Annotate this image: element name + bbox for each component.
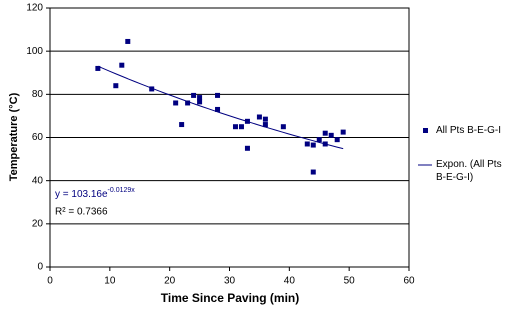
- point: [262, 116, 268, 122]
- x-tick-label: 30: [224, 276, 236, 287]
- point: [232, 124, 238, 130]
- point: [310, 142, 316, 148]
- point: [125, 38, 131, 44]
- x-tick-label: 0: [47, 276, 53, 287]
- y-tick-label: 60: [32, 132, 44, 143]
- point: [185, 100, 191, 106]
- point: [119, 62, 125, 68]
- y-tick-label: 120: [26, 3, 43, 14]
- legend-marker: [423, 128, 428, 133]
- r-squared: R² = 0.7366: [55, 207, 108, 218]
- point: [322, 130, 328, 136]
- point: [215, 92, 221, 98]
- point: [328, 132, 334, 138]
- point: [113, 83, 119, 89]
- point: [179, 122, 185, 128]
- point: [95, 65, 101, 71]
- x-axis-title: Time Since Paving (min): [161, 291, 299, 305]
- y-tick-label: 80: [32, 89, 44, 100]
- legend-series-label: All Pts B-E-G-I: [436, 125, 502, 136]
- point: [197, 99, 203, 105]
- trendline-equation: y = 103.16e-0.0129x: [55, 187, 135, 200]
- point: [310, 169, 316, 175]
- point: [280, 124, 286, 130]
- point: [304, 141, 310, 147]
- x-tick-label: 50: [344, 276, 356, 287]
- y-tick-label: 20: [32, 218, 44, 229]
- point: [244, 145, 250, 151]
- point: [262, 122, 268, 128]
- point: [215, 106, 221, 112]
- trendline: [97, 65, 344, 150]
- equation-exponent: -0.0129x: [108, 187, 136, 194]
- point: [149, 86, 155, 92]
- point: [334, 137, 340, 143]
- x-tick-label: 20: [164, 276, 176, 287]
- plot-border: [49, 7, 410, 268]
- equation-base: y = 103.16e: [55, 189, 108, 200]
- x-tick-label: 60: [403, 276, 415, 287]
- y-tick-label: 40: [32, 175, 44, 186]
- x-tick-label: 40: [284, 276, 296, 287]
- point: [256, 114, 262, 120]
- x-tick-label: 10: [104, 276, 116, 287]
- y-tick-label: 100: [26, 46, 43, 57]
- point: [340, 129, 346, 135]
- point: [238, 124, 244, 130]
- y-tick-label: 0: [37, 262, 43, 273]
- y-axis-title: Temperature (°C): [8, 92, 20, 181]
- point: [316, 137, 322, 143]
- point: [197, 95, 203, 101]
- point: [173, 100, 179, 106]
- legend-trendline-label: Expon. (All Pts B-E-G-I): [436, 159, 502, 183]
- point: [191, 92, 197, 98]
